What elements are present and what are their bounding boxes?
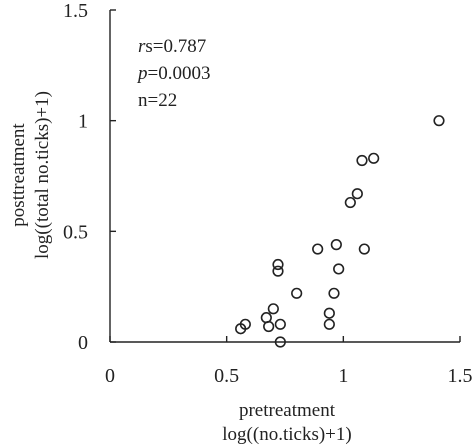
x-tick-label: 0.5: [214, 365, 239, 387]
x-tick-label: 1: [338, 365, 348, 387]
data-point: [344, 196, 356, 209]
annotation-n: n=22: [138, 90, 177, 111]
data-point: [274, 318, 286, 330]
data-point: [312, 243, 324, 255]
data-point: [323, 318, 335, 330]
x-axis-label-line-1: pretreatment: [239, 400, 336, 421]
x-axis-label: pretreatment log((no.ticks)+1): [222, 400, 351, 445]
data-point: [433, 115, 445, 127]
y-tick-label: 1: [78, 111, 88, 133]
data-point: [356, 154, 368, 167]
y-axis-label: posttreatment log((total no.ticks)+1): [8, 91, 53, 259]
tick-labels: 0 0.5 1 1.5 0 0.5 1 1.5: [63, 0, 473, 387]
y-tick-label: 1.5: [63, 0, 88, 22]
annotation-rs-symbol: r: [138, 36, 146, 57]
x-axis-label-line-2: log((no.ticks)+1): [222, 424, 351, 445]
data-point: [267, 303, 279, 315]
annotation-p: p=0.0003: [136, 63, 210, 84]
data-point: [263, 320, 275, 333]
y-tick-label: 0.5: [63, 221, 88, 243]
annotation-rs: rs=0.787: [138, 36, 206, 57]
ticks: [109, 9, 461, 343]
data-point: [239, 318, 251, 330]
data-point: [368, 152, 380, 164]
data-point: [323, 307, 335, 319]
data-point: [358, 243, 370, 255]
data-points: [235, 115, 445, 348]
y-axis-label-line-1: posttreatment: [8, 123, 29, 227]
data-point: [272, 258, 284, 271]
x-tick-label: 0: [105, 365, 115, 387]
y-tick-label: 0: [78, 332, 88, 354]
annotation-rs-value: s=0.787: [145, 36, 206, 57]
axes: [109, 10, 460, 343]
y-axis-label-line-2: log((total no.ticks)+1): [32, 91, 53, 259]
data-point: [291, 287, 303, 299]
data-point: [333, 263, 345, 275]
annotation-p-symbol: p: [136, 63, 148, 84]
data-point: [272, 265, 284, 277]
x-tick-label: 1.5: [448, 365, 473, 387]
stats-annotations: rs=0.787 p=0.0003 n=22: [136, 36, 210, 111]
annotation-p-value: =0.0003: [148, 63, 211, 84]
data-point: [274, 336, 286, 348]
data-point: [351, 188, 363, 200]
data-point: [330, 239, 342, 251]
data-point: [328, 287, 340, 299]
